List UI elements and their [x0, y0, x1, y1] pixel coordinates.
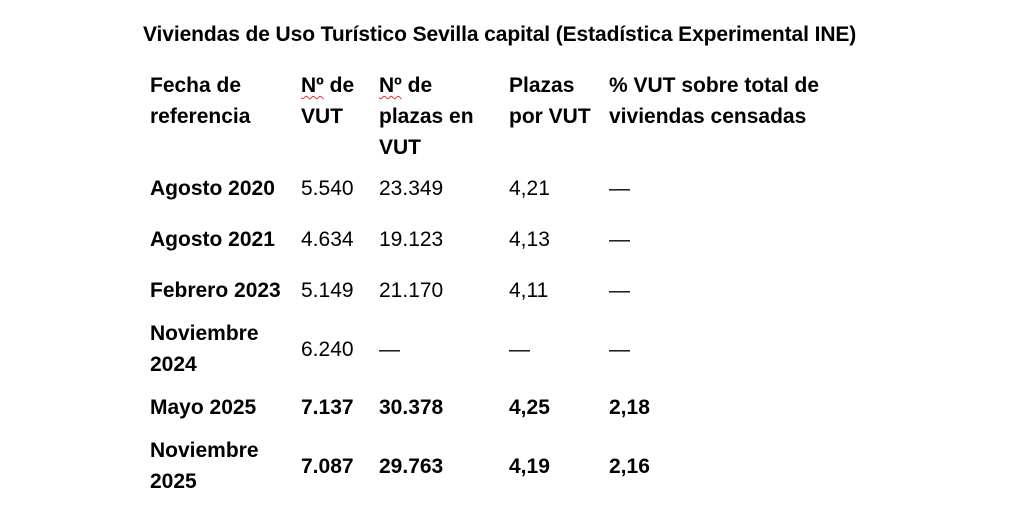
cell-fecha: Mayo 2025 — [143, 382, 294, 433]
spellcheck-marked-text: Nº — [379, 74, 402, 97]
cell-fecha: Agosto 2020 — [143, 163, 294, 214]
cell-plazas-por-vut: 4,21 — [502, 163, 602, 214]
cell-plazas: 19.123 — [372, 214, 502, 265]
table-row: Noviembre 2025 7.087 29.763 4,19 2,16 — [143, 433, 827, 499]
cell-num-vut: 7.087 — [294, 433, 372, 499]
document-title: Viviendas de Uso Turístico Sevilla capit… — [143, 23, 883, 47]
cell-fecha: Noviembre 2024 — [143, 316, 294, 382]
cell-plazas-por-vut: 4,19 — [502, 433, 602, 499]
header-plazas: Nº de plazas en VUT — [372, 70, 502, 163]
cell-fecha: Febrero 2023 — [143, 265, 294, 316]
cell-plazas: 29.763 — [372, 433, 502, 499]
header-fecha: Fecha de referencia — [143, 70, 294, 163]
table-row: Agosto 2021 4.634 19.123 4,13 — — [143, 214, 827, 265]
cell-plazas-por-vut: 4,13 — [502, 214, 602, 265]
cell-plazas: 23.349 — [372, 163, 502, 214]
cell-num-vut: 7.137 — [294, 382, 372, 433]
table-row: Mayo 2025 7.137 30.378 4,25 2,18 — [143, 382, 827, 433]
cell-plazas-por-vut: 4,25 — [502, 382, 602, 433]
cell-num-vut: 6.240 — [294, 316, 372, 382]
cell-num-vut: 5.540 — [294, 163, 372, 214]
cell-plazas: — — [372, 316, 502, 382]
cell-plazas: 21.170 — [372, 265, 502, 316]
table-row: Noviembre 2024 6.240 — — — — [143, 316, 827, 382]
vut-statistics-table: Fecha de referencia Nº de VUT Nº de plaz… — [143, 70, 827, 499]
header-plazas-por-vut: Plazas por VUT — [502, 70, 602, 163]
cell-porcentaje: — — [602, 316, 827, 382]
spellcheck-marked-text: Nº — [301, 74, 324, 97]
cell-num-vut: 4.634 — [294, 214, 372, 265]
table-header-row: Fecha de referencia Nº de VUT Nº de plaz… — [143, 70, 827, 163]
cell-plazas-por-vut: — — [502, 316, 602, 382]
cell-fecha: Noviembre 2025 — [143, 433, 294, 499]
cell-fecha: Agosto 2021 — [143, 214, 294, 265]
cell-porcentaje: — — [602, 163, 827, 214]
cell-porcentaje: 2,18 — [602, 382, 827, 433]
header-porcentaje: % VUT sobre total de viviendas censadas — [602, 70, 827, 163]
cell-porcentaje: — — [602, 265, 827, 316]
cell-porcentaje: — — [602, 214, 827, 265]
cell-porcentaje: 2,16 — [602, 433, 827, 499]
header-num-vut: Nº de VUT — [294, 70, 372, 163]
table-row: Febrero 2023 5.149 21.170 4,11 — — [143, 265, 827, 316]
cell-plazas-por-vut: 4,11 — [502, 265, 602, 316]
cell-num-vut: 5.149 — [294, 265, 372, 316]
cell-plazas: 30.378 — [372, 382, 502, 433]
table-row: Agosto 2020 5.540 23.349 4,21 — — [143, 163, 827, 214]
